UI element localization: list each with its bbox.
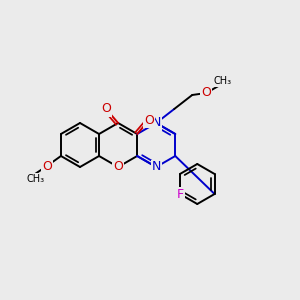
Text: F: F <box>176 188 184 200</box>
Text: O: O <box>144 113 154 127</box>
Text: N: N <box>152 160 161 173</box>
Text: O: O <box>42 160 52 172</box>
Text: CH₃: CH₃ <box>27 174 45 184</box>
Text: O: O <box>101 103 111 116</box>
Text: O: O <box>113 160 123 173</box>
Text: CH₃: CH₃ <box>213 76 231 86</box>
Text: N: N <box>152 116 161 130</box>
Text: O: O <box>201 86 211 100</box>
